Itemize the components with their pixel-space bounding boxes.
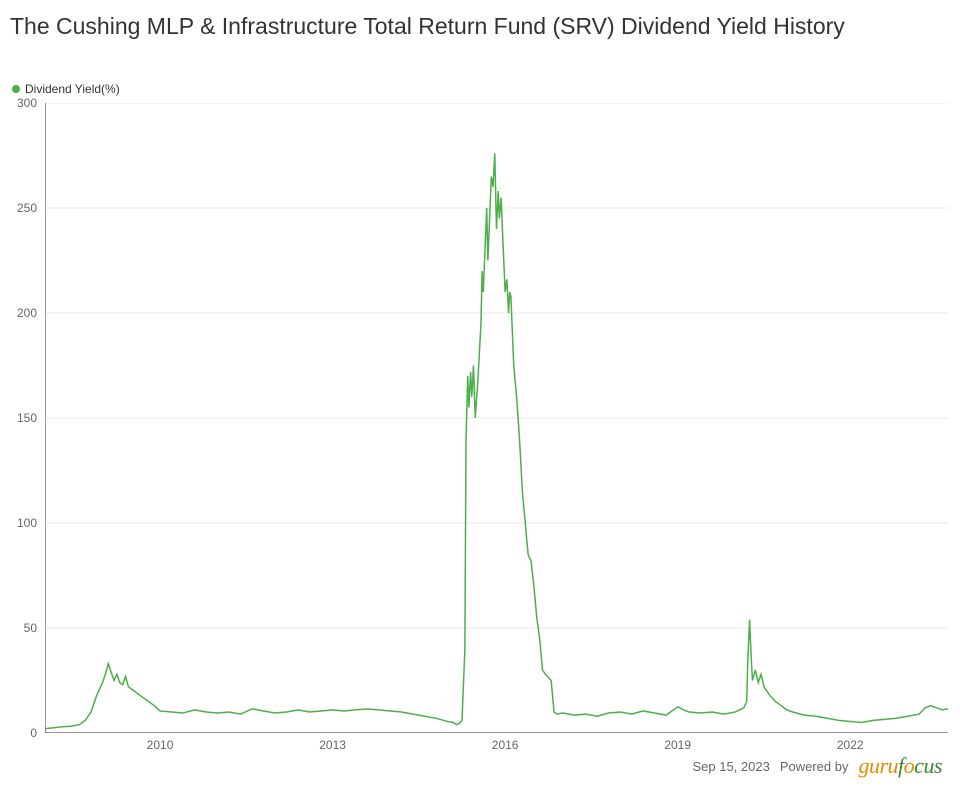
y-tick-label: 0 [5, 726, 37, 740]
legend: Dividend Yield(%) [12, 82, 120, 96]
y-tick-label: 150 [5, 411, 37, 425]
x-tick-label: 2022 [837, 738, 864, 752]
chart-svg [45, 103, 948, 733]
legend-label: Dividend Yield(%) [25, 82, 120, 96]
footer-powered-by: Powered by [780, 759, 849, 774]
y-tick-label: 300 [5, 96, 37, 110]
x-tick-label: 2016 [492, 738, 519, 752]
y-tick-label: 250 [5, 201, 37, 215]
chart-plot-area [45, 103, 948, 733]
gurufocus-logo: gurufocus [858, 753, 942, 779]
x-tick-label: 2019 [664, 738, 691, 752]
chart-footer: Sep 15, 2023 Powered by gurufocus [692, 753, 942, 779]
chart-title: The Cushing MLP & Infrastructure Total R… [10, 12, 890, 41]
x-tick-label: 2013 [319, 738, 346, 752]
y-tick-label: 200 [5, 306, 37, 320]
y-tick-label: 50 [5, 621, 37, 635]
legend-marker [12, 85, 20, 93]
footer-date: Sep 15, 2023 [692, 759, 769, 774]
y-tick-label: 100 [5, 516, 37, 530]
x-tick-label: 2010 [147, 738, 174, 752]
